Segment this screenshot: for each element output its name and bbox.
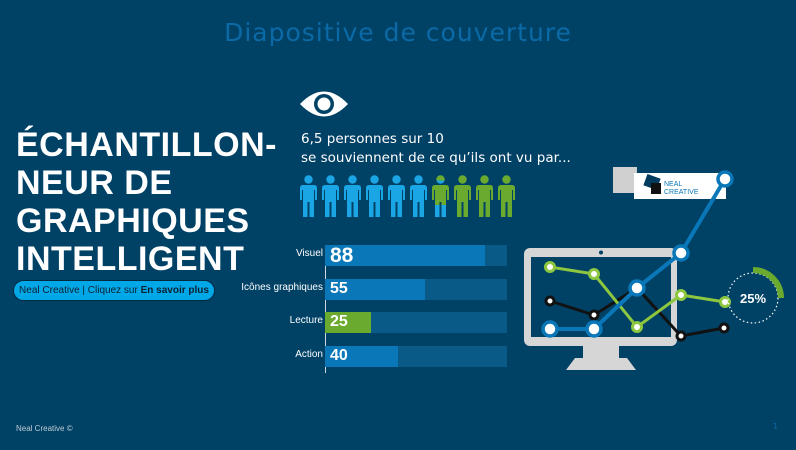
bar-value: 25 <box>330 313 348 330</box>
logo-text: NEAL <box>664 181 682 188</box>
bar-track: 55 <box>325 278 507 300</box>
progress-ring: 25% <box>727 267 784 324</box>
headline-line: NEUR DE <box>16 164 173 202</box>
cta-prefix: Neal Creative | Cliquez sur <box>19 285 141 296</box>
logo-flag: NEAL CREATIVE <box>613 167 726 199</box>
bar-fill <box>325 345 398 367</box>
headline-line: ÉCHANTILLON- <box>16 126 277 164</box>
person-icon <box>388 175 405 217</box>
person-icon <box>300 175 317 217</box>
bar-value: 40 <box>330 346 348 364</box>
person-icon <box>322 175 339 217</box>
monitor-icon <box>524 248 677 370</box>
bar-track: 88 <box>325 244 507 267</box>
bar-value: 55 <box>330 279 348 297</box>
stat-line-1: 6,5 personnes sur 10 <box>301 131 444 147</box>
cta-link[interactable]: En savoir plus <box>140 285 209 296</box>
person-icon <box>476 175 493 217</box>
bar-row: Visuel 88 <box>230 244 507 267</box>
person-icon <box>498 175 515 217</box>
bar-label: Icônes graphiques <box>241 281 323 293</box>
bar-row: Icônes graphiques 55 <box>230 278 507 301</box>
footer-text: Neal Creative © <box>16 424 73 433</box>
person-icon <box>366 175 383 217</box>
stat-line-2: se souviennent de ce qu’ils ont vu par..… <box>301 150 571 166</box>
bar-fill <box>325 278 426 300</box>
person-icon <box>454 175 471 217</box>
ring-label: 25% <box>740 291 766 306</box>
stat-text: 6,5 personnes sur 10 se souviennent de c… <box>301 130 571 168</box>
bar-axis <box>325 245 326 373</box>
person-icon <box>410 175 427 217</box>
slide-title: Diapositive de couverture <box>224 18 572 47</box>
headline-line: INTELLIGENT <box>16 240 245 278</box>
bar-label: Action <box>295 348 323 360</box>
line-series-green <box>544 261 731 333</box>
eye-icon <box>300 91 348 117</box>
bar-fill <box>325 312 371 333</box>
line-series-blue <box>541 170 734 338</box>
page-number: 1 <box>773 422 779 431</box>
bar-row: Lecture 25 <box>230 312 507 334</box>
bar-fill <box>325 245 486 266</box>
headline-line: GRAPHIQUES <box>16 202 250 240</box>
line-series-black <box>544 286 730 342</box>
people-pictogram <box>300 175 515 217</box>
bar-value: 88 <box>330 244 354 267</box>
logo-text: CREATIVE <box>664 189 699 196</box>
bar-track: 25 <box>325 312 507 333</box>
person-icon <box>432 175 449 217</box>
bar-label: Lecture <box>289 315 323 326</box>
bar-row: Action 40 <box>230 345 507 368</box>
learn-more-button[interactable]: Neal Creative | Cliquez sur En savoir pl… <box>13 280 215 301</box>
bar-track: 40 <box>325 345 507 367</box>
person-icon <box>344 175 361 217</box>
bar-label: Visuel <box>295 248 323 259</box>
headline: ÉCHANTILLON- NEUR DE GRAPHIQUES INTELLIG… <box>16 126 277 278</box>
